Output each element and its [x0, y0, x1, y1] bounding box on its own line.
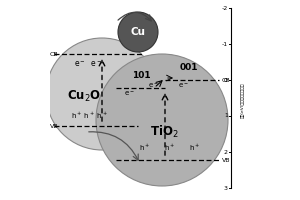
Text: Cu$_2$O: Cu$_2$O	[67, 88, 101, 104]
Text: h$^+$: h$^+$	[164, 143, 175, 153]
Text: 3: 3	[224, 186, 228, 190]
Text: VB: VB	[50, 123, 58, 129]
Text: e$^-$: e$^-$	[178, 81, 188, 90]
Text: e$^-$  e$^-$: e$^-$ e$^-$	[74, 59, 102, 69]
Text: h$^+$: h$^+$	[189, 143, 201, 153]
Text: CB: CB	[50, 51, 58, 56]
Text: -1: -1	[222, 42, 228, 46]
Text: 001: 001	[180, 63, 198, 72]
Text: h$^+$ h$^+$ h$^+$: h$^+$ h$^+$ h$^+$	[71, 111, 109, 121]
Text: e$^-$: e$^-$	[148, 81, 158, 90]
Text: 2: 2	[224, 150, 228, 154]
Text: h$^+$: h$^+$	[140, 143, 151, 153]
Text: 0: 0	[224, 77, 228, 82]
Text: 1: 1	[224, 113, 228, 118]
Text: 101: 101	[132, 71, 150, 80]
Text: Cu: Cu	[130, 27, 146, 37]
Circle shape	[46, 38, 158, 150]
Text: VB: VB	[222, 158, 230, 162]
Text: e$^-$: e$^-$	[124, 89, 134, 98]
Text: CB: CB	[222, 77, 231, 82]
Text: 電位(eV)／標準氫電極電位: 電位(eV)／標準氫電極電位	[240, 82, 244, 118]
Circle shape	[118, 12, 158, 52]
Text: TiO$_2$: TiO$_2$	[150, 124, 178, 140]
Circle shape	[96, 54, 228, 186]
Text: -2: -2	[222, 5, 228, 10]
